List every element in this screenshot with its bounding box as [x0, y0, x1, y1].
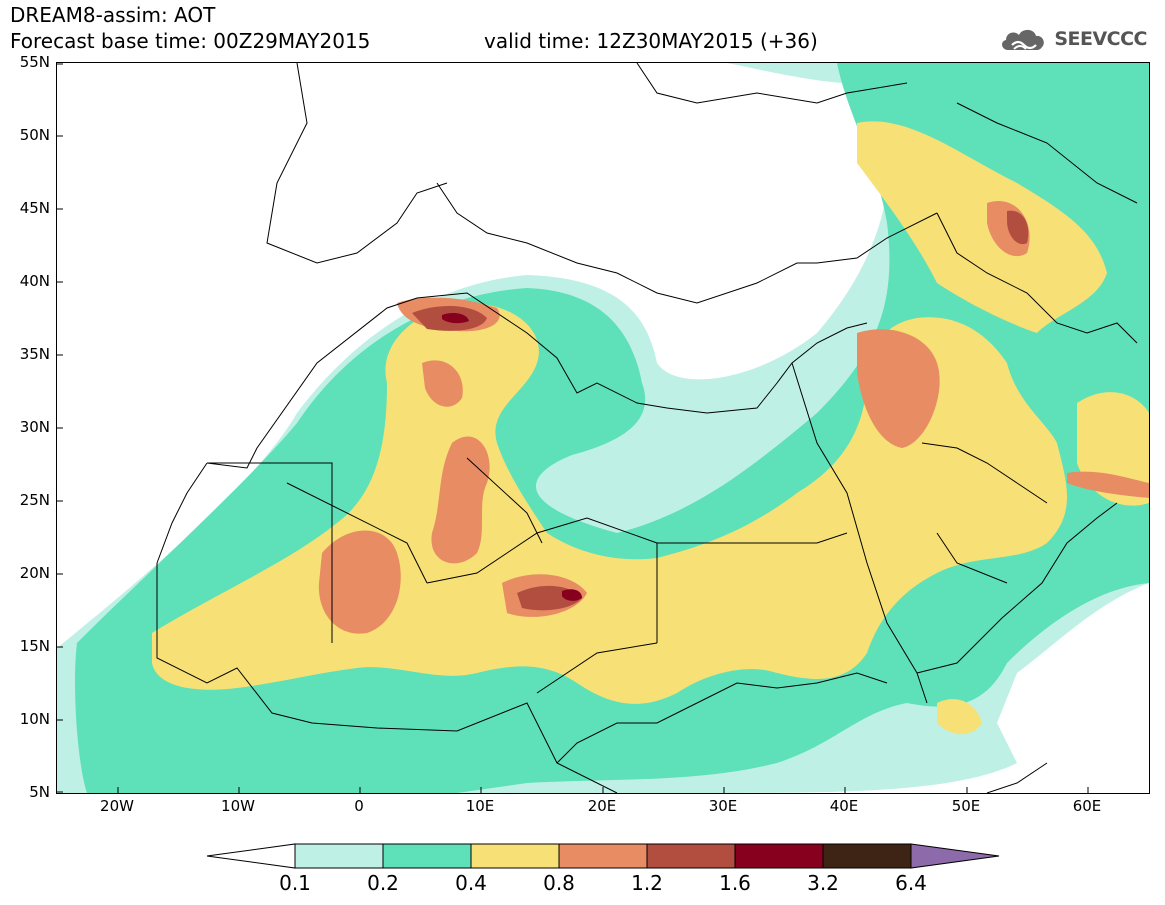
lon-label: 0 [354, 797, 364, 815]
lat-label: 10N [19, 710, 50, 728]
colorbar-below-min [206, 843, 296, 869]
lat-label: 55N [19, 53, 50, 71]
colorbar-bin [294, 843, 384, 869]
lon-label: 10W [221, 797, 255, 815]
lon-label: 60E [1072, 797, 1102, 815]
colorbar-bin [558, 843, 648, 869]
seevccc-logo: SEEVCCC [998, 22, 1147, 56]
colorbar-label: 0.4 [455, 871, 487, 895]
colorbar-bin [646, 843, 736, 869]
lat-label: 50N [19, 126, 50, 144]
lat-label: 30N [19, 418, 50, 436]
colorbar-bin [470, 843, 560, 869]
lon-label: 50E [951, 797, 981, 815]
colorbar-label: 1.6 [719, 871, 751, 895]
colorbar-label: 1.2 [631, 871, 663, 895]
forecast-base-time: Forecast base time: 00Z29MAY2015 [10, 29, 371, 53]
colorbar-bin [734, 843, 824, 869]
lat-label: 40N [19, 272, 50, 290]
colorbar-above-max [910, 843, 1000, 869]
aot-field [57, 63, 1149, 793]
lat-label: 20N [19, 564, 50, 582]
lon-label: 30E [708, 797, 738, 815]
colorbar-bin [382, 843, 472, 869]
aot-map [56, 62, 1150, 794]
lat-label: 45N [19, 199, 50, 217]
lat-label: 25N [19, 491, 50, 509]
colorbar-label: 3.2 [807, 871, 839, 895]
map-title: DREAM8-assim: AOT [10, 3, 216, 27]
colorbar-bin [822, 843, 912, 869]
colorbar-label: 0.2 [367, 871, 399, 895]
lat-label: 5N [29, 783, 50, 801]
lat-label: 15N [19, 637, 50, 655]
colorbar-label: 0.8 [543, 871, 575, 895]
colorbar-label: 0.1 [279, 871, 311, 895]
lon-label: 20E [587, 797, 617, 815]
lon-label: 20W [100, 797, 134, 815]
colorbar-label: 6.4 [895, 871, 927, 895]
lon-label: 10E [465, 797, 495, 815]
lon-label: 40E [829, 797, 859, 815]
valid-time: valid time: 12Z30MAY2015 (+36) [484, 29, 818, 53]
lat-label: 35N [19, 345, 50, 363]
cloud-icon [1002, 29, 1045, 50]
aot-colorbar [206, 843, 1000, 869]
logo-text: SEEVCCC [1054, 28, 1147, 50]
